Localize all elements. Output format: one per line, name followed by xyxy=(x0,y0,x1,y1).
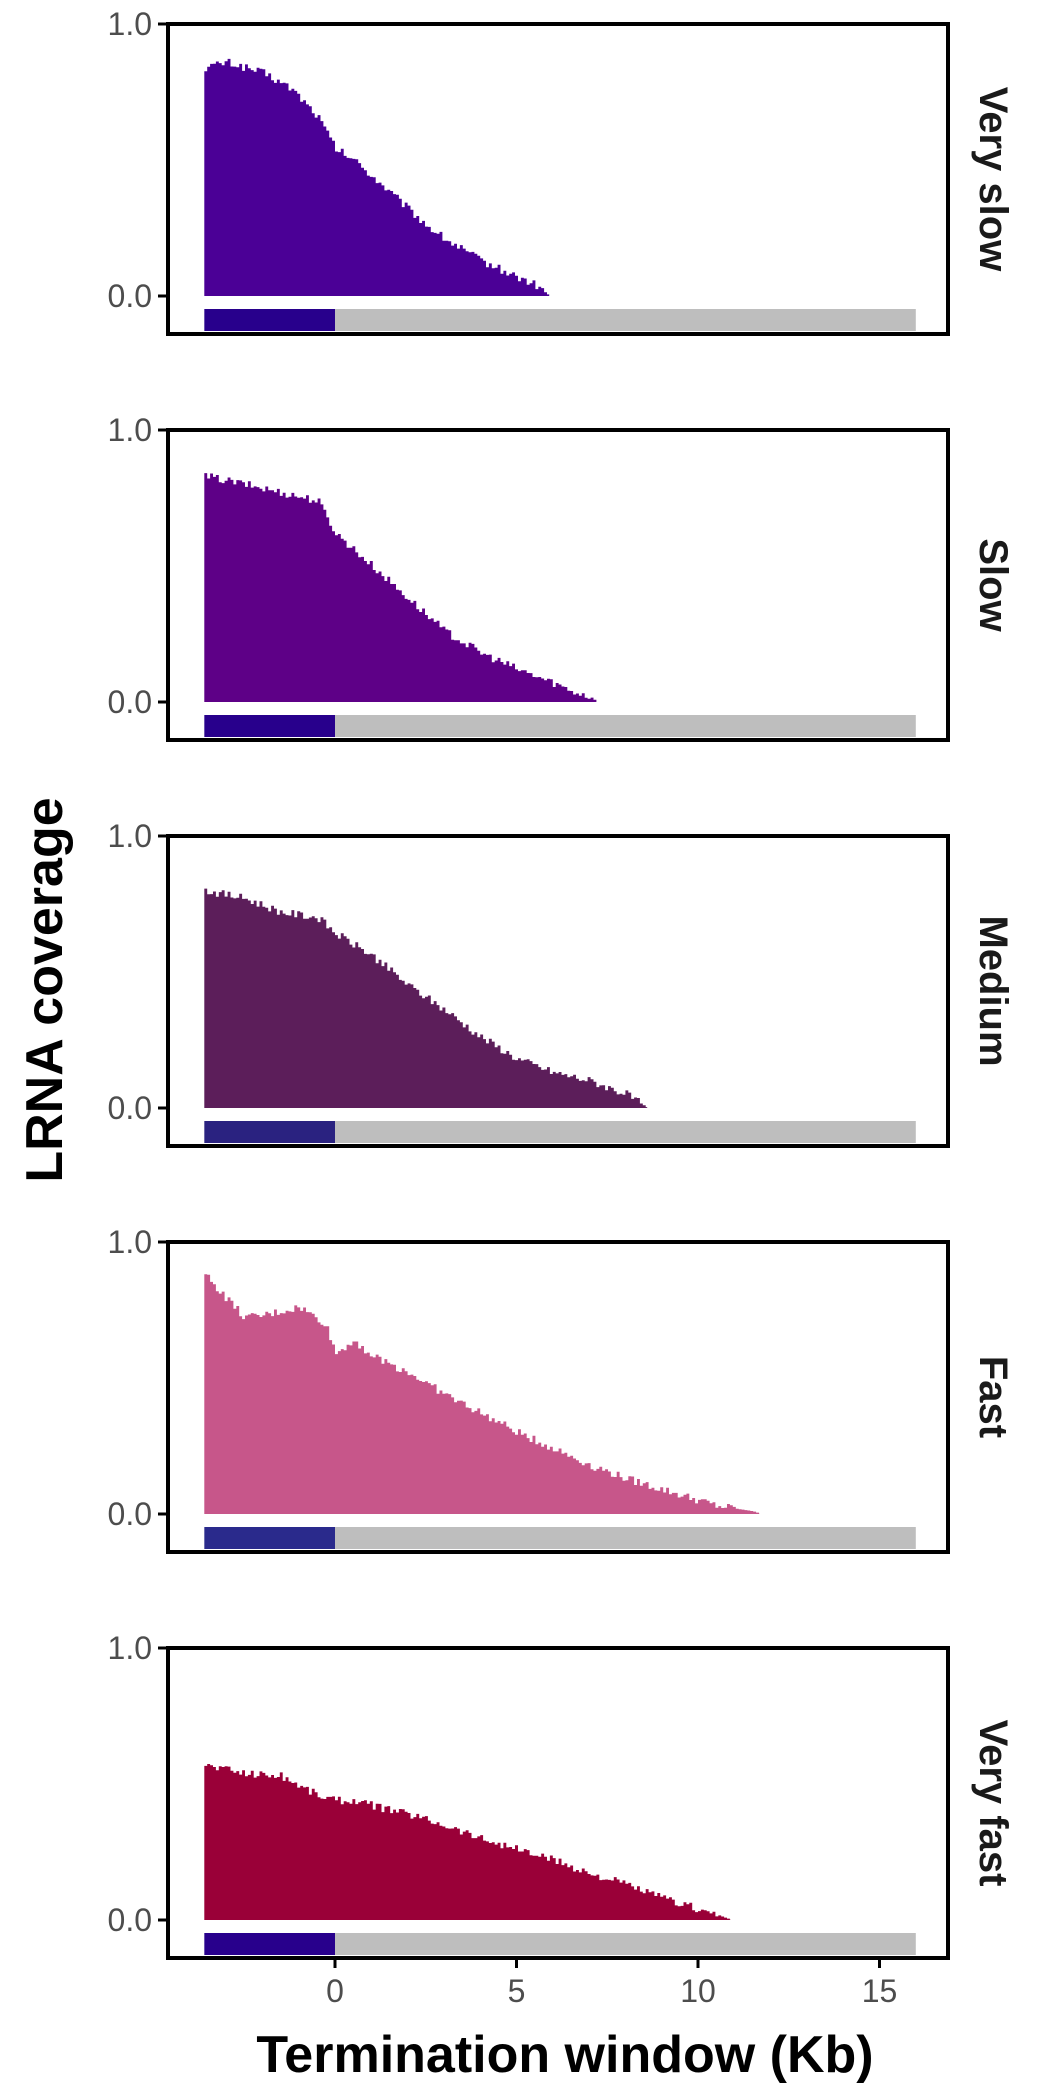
y-tick-label: 0.0 xyxy=(108,684,152,720)
panel-slow: 0.0 1.0 Slow xyxy=(108,412,1015,742)
downstream-bar xyxy=(335,1527,916,1549)
panel-frame xyxy=(166,22,950,336)
y-tick-label: 1.0 xyxy=(108,818,152,854)
strip-label: Very slow xyxy=(971,87,1015,272)
panel-very-slow: 0.0 1.0 Very slow xyxy=(108,6,1015,336)
x-tick-label: 10 xyxy=(680,1973,716,2009)
x-tick-label: 5 xyxy=(508,1973,526,2009)
gene-body-bar xyxy=(204,309,335,331)
y-tick-label: 1.0 xyxy=(108,412,152,448)
gene-body-bar xyxy=(204,1527,335,1549)
panel-medium: 0.0 1.0 Medium xyxy=(108,818,1015,1148)
coverage-area xyxy=(204,1274,760,1514)
gene-body-bar xyxy=(204,1121,335,1143)
y-axis-title: LRNA coverage xyxy=(16,797,74,1182)
y-tick-label: 0.0 xyxy=(108,1090,152,1126)
coverage-area xyxy=(204,473,597,702)
gene-body-bar xyxy=(204,1933,335,1955)
y-tick-label: 0.0 xyxy=(108,1902,152,1938)
x-tick-label: 15 xyxy=(862,1973,898,2009)
coverage-area xyxy=(204,1764,731,1920)
strip-label: Fast xyxy=(971,1356,1015,1438)
downstream-bar xyxy=(335,1121,916,1143)
downstream-bar xyxy=(335,309,916,331)
panel-very-fast: 0.0 1.0 Very fast xyxy=(108,1630,1015,1960)
panel-frame xyxy=(166,834,950,1148)
downstream-bar xyxy=(335,715,916,737)
x-axis: 0 5 10 15 xyxy=(326,1958,897,2009)
y-tick-label: 0.0 xyxy=(108,1496,152,1532)
coverage-area xyxy=(204,888,648,1108)
strip-label: Medium xyxy=(971,915,1015,1066)
coverage-area xyxy=(204,58,550,297)
panel-frame xyxy=(166,428,950,742)
y-tick-label: 1.0 xyxy=(108,1630,152,1666)
downstream-bar xyxy=(335,1933,916,1955)
panel-frame xyxy=(166,1240,950,1554)
y-tick-label: 1.0 xyxy=(108,1224,152,1260)
y-tick-label: 0.0 xyxy=(108,278,152,314)
x-tick-label: 0 xyxy=(326,1973,344,2009)
gene-body-bar xyxy=(204,715,335,737)
x-axis-title: Termination window (Kb) xyxy=(256,2026,873,2084)
strip-label: Slow xyxy=(971,538,1015,632)
strip-label: Very fast xyxy=(971,1720,1015,1887)
y-tick-label: 1.0 xyxy=(108,6,152,42)
panel-frame xyxy=(166,1646,950,1960)
panel-fast: 0.0 1.0 Fast xyxy=(108,1224,1015,1554)
